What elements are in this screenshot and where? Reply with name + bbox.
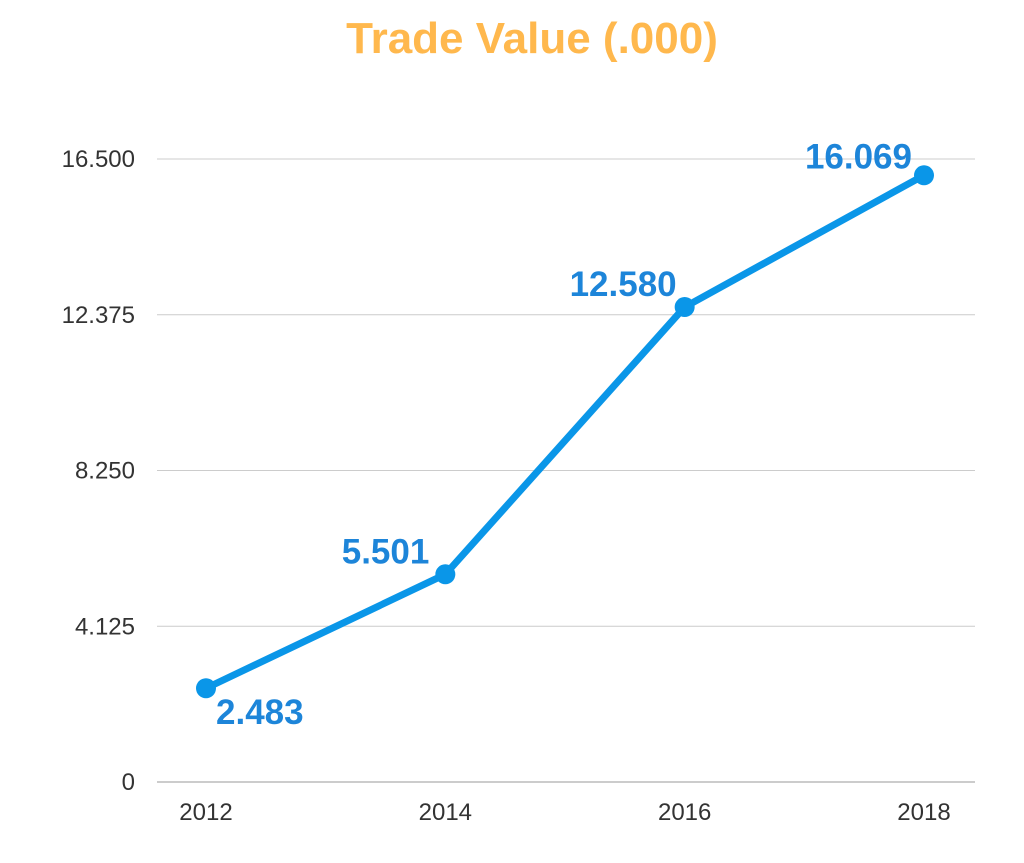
data-point	[196, 678, 216, 699]
data-point	[674, 297, 695, 318]
y-tick-label: 0	[122, 769, 135, 796]
series-line-group	[202, 171, 928, 692]
y-tick-label: 8.250	[75, 458, 135, 485]
data-label: 2.483	[216, 693, 304, 732]
data-labels: 2.483 5.501 12.580 16.069	[216, 137, 912, 732]
x-tick-label: 2014	[419, 799, 472, 826]
x-tick-label: 2012	[179, 799, 232, 826]
y-tick-label: 16.500	[62, 146, 135, 173]
data-points	[196, 165, 934, 699]
y-tick-label: 12.375	[62, 302, 135, 329]
x-tick-label: 2016	[658, 799, 711, 826]
series-line	[202, 171, 928, 692]
data-label: 16.069	[805, 137, 912, 176]
data-label: 5.501	[342, 532, 430, 571]
data-point	[435, 564, 456, 585]
x-tick-label: 2018	[897, 799, 950, 826]
data-point	[914, 165, 934, 186]
chart-title: Trade Value (.000)	[346, 14, 718, 63]
x-axis-ticks: 2012 2014 2016 2018	[179, 799, 950, 826]
y-axis-ticks: 0 4.125 8.250 12.375 16.500	[62, 146, 135, 796]
y-tick-label: 4.125	[75, 613, 135, 640]
data-label: 12.580	[570, 265, 677, 304]
gridlines	[157, 158, 975, 783]
